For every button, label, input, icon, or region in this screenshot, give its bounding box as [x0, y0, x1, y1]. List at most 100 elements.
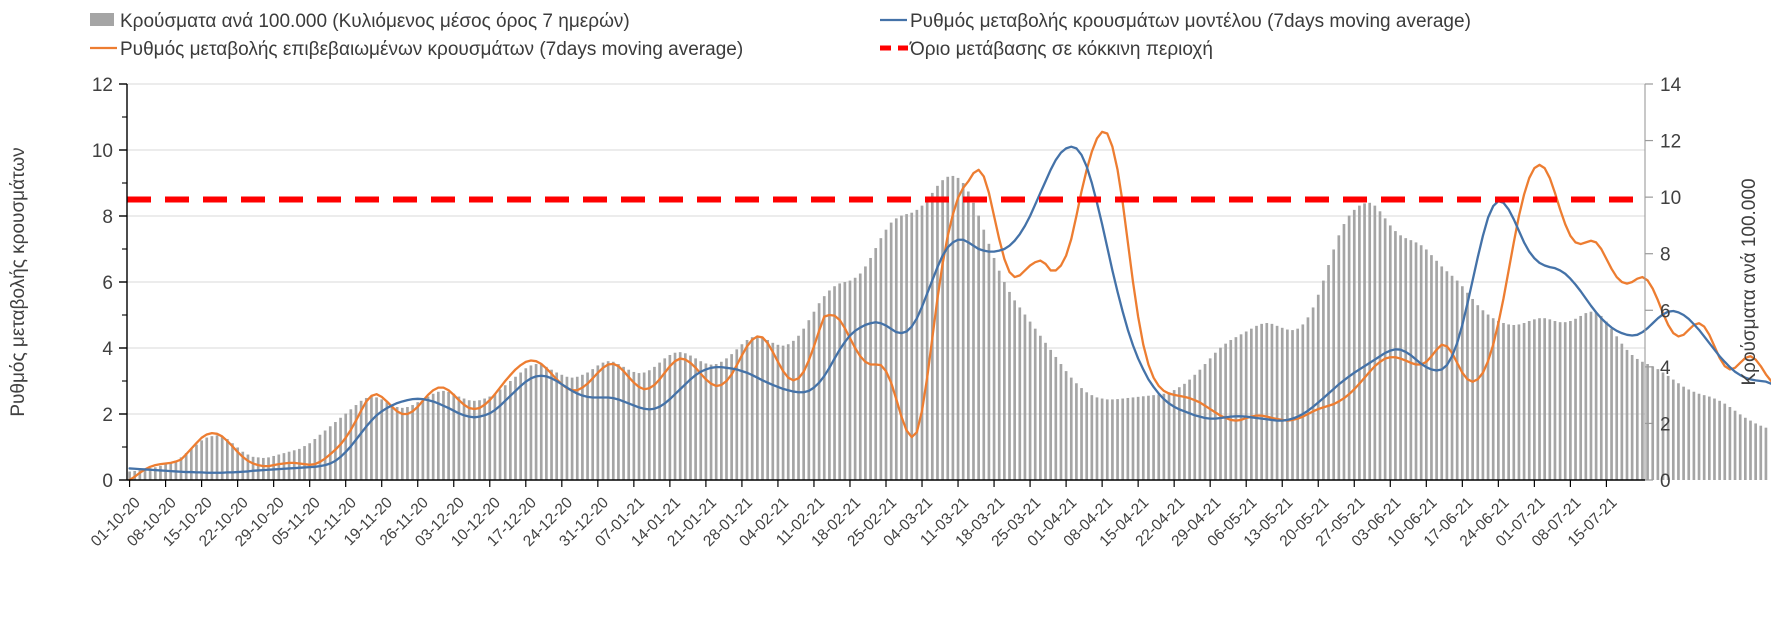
- bar: [184, 453, 188, 480]
- bar: [509, 381, 512, 480]
- bar: [462, 398, 466, 480]
- bar: [1728, 407, 1732, 480]
- bar: [370, 396, 373, 480]
- y-tick-label-right: 4: [1660, 358, 1671, 379]
- y-tick-label-right: 14: [1660, 75, 1682, 96]
- bar: [411, 405, 414, 480]
- bar: [735, 349, 739, 480]
- bar: [550, 369, 553, 480]
- bar: [1630, 354, 1634, 480]
- bar: [1522, 323, 1526, 480]
- bar: [1296, 328, 1299, 480]
- bar: [179, 457, 183, 480]
- bar: [725, 358, 728, 480]
- bar: [1656, 369, 1660, 480]
- bar: [1671, 379, 1675, 480]
- bar: [1301, 324, 1305, 480]
- bar: [534, 364, 538, 480]
- bar: [359, 400, 363, 480]
- bar: [642, 372, 646, 480]
- bar: [1481, 310, 1485, 480]
- bar: [467, 400, 471, 480]
- bar: [647, 370, 651, 480]
- bar: [972, 202, 975, 481]
- y-tick-label-right: 2: [1660, 414, 1671, 435]
- bar: [745, 339, 749, 480]
- bar: [519, 372, 522, 480]
- bar: [431, 393, 435, 480]
- bar: [1013, 300, 1016, 480]
- bar: [1733, 410, 1737, 480]
- bar: [1543, 318, 1546, 480]
- bar: [447, 391, 450, 480]
- bar: [555, 372, 559, 480]
- bar: [1738, 414, 1742, 480]
- y-tick-label-right: 10: [1660, 188, 1681, 209]
- bar: [1579, 315, 1583, 480]
- bar: [128, 471, 131, 480]
- bar: [1244, 331, 1248, 480]
- bar: [1445, 271, 1449, 480]
- bar: [1111, 399, 1114, 480]
- bar: [452, 393, 456, 480]
- bar: [776, 344, 780, 480]
- bar: [1342, 224, 1346, 480]
- bar: [1589, 311, 1593, 480]
- bar: [704, 363, 708, 480]
- bar: [1388, 225, 1392, 480]
- y-tick-label-left: 10: [92, 141, 113, 162]
- bar: [1141, 396, 1145, 480]
- bar: [1620, 343, 1624, 480]
- bar: [1286, 329, 1289, 480]
- y-tick-label-left: 4: [102, 339, 113, 360]
- bar: [231, 443, 234, 480]
- bar: [1558, 322, 1562, 480]
- legend-item-label: Ρυθμός μεταβολής επιβεβαιωμένων κρουσμάτ…: [120, 39, 743, 60]
- bar: [730, 354, 733, 480]
- bar: [1080, 388, 1083, 480]
- bar: [220, 436, 224, 480]
- bar: [1363, 203, 1366, 480]
- bar: [344, 413, 348, 480]
- bar: [786, 344, 790, 480]
- bar: [1239, 334, 1243, 480]
- legend-item-label: Όριο μετάβασης σε κόκκινη περιοχή: [909, 39, 1213, 60]
- bar: [879, 238, 883, 480]
- bar: [668, 354, 672, 480]
- bar: [1502, 323, 1505, 480]
- bar: [894, 218, 898, 481]
- bar: [1666, 375, 1670, 480]
- bar: [1270, 323, 1274, 480]
- bar: [189, 448, 193, 480]
- bar: [869, 257, 872, 480]
- bar: [498, 389, 502, 480]
- bar: [1584, 313, 1588, 480]
- bar: [1352, 209, 1356, 480]
- y-tick-label-left: 0: [102, 471, 113, 492]
- bar: [1039, 335, 1042, 480]
- bar: [622, 366, 625, 480]
- bar: [946, 176, 950, 480]
- bar: [1358, 205, 1361, 480]
- bar: [1049, 349, 1053, 480]
- bar: [1322, 280, 1325, 480]
- bar: [807, 320, 811, 480]
- bar: [1507, 324, 1510, 480]
- bar: [817, 303, 821, 480]
- bar: [1491, 318, 1495, 480]
- bar: [843, 282, 847, 480]
- bar: [1759, 425, 1763, 480]
- bar: [673, 352, 677, 480]
- bar: [195, 444, 198, 480]
- bar: [889, 222, 893, 480]
- bar: [1219, 347, 1222, 480]
- bar: [1275, 325, 1279, 480]
- bar: [606, 361, 610, 480]
- bar: [1116, 399, 1119, 480]
- bar: [951, 175, 955, 480]
- bar: [1311, 307, 1315, 480]
- bar: [1157, 394, 1161, 480]
- y-tick-label-left: 6: [102, 273, 113, 294]
- bar: [1177, 387, 1181, 480]
